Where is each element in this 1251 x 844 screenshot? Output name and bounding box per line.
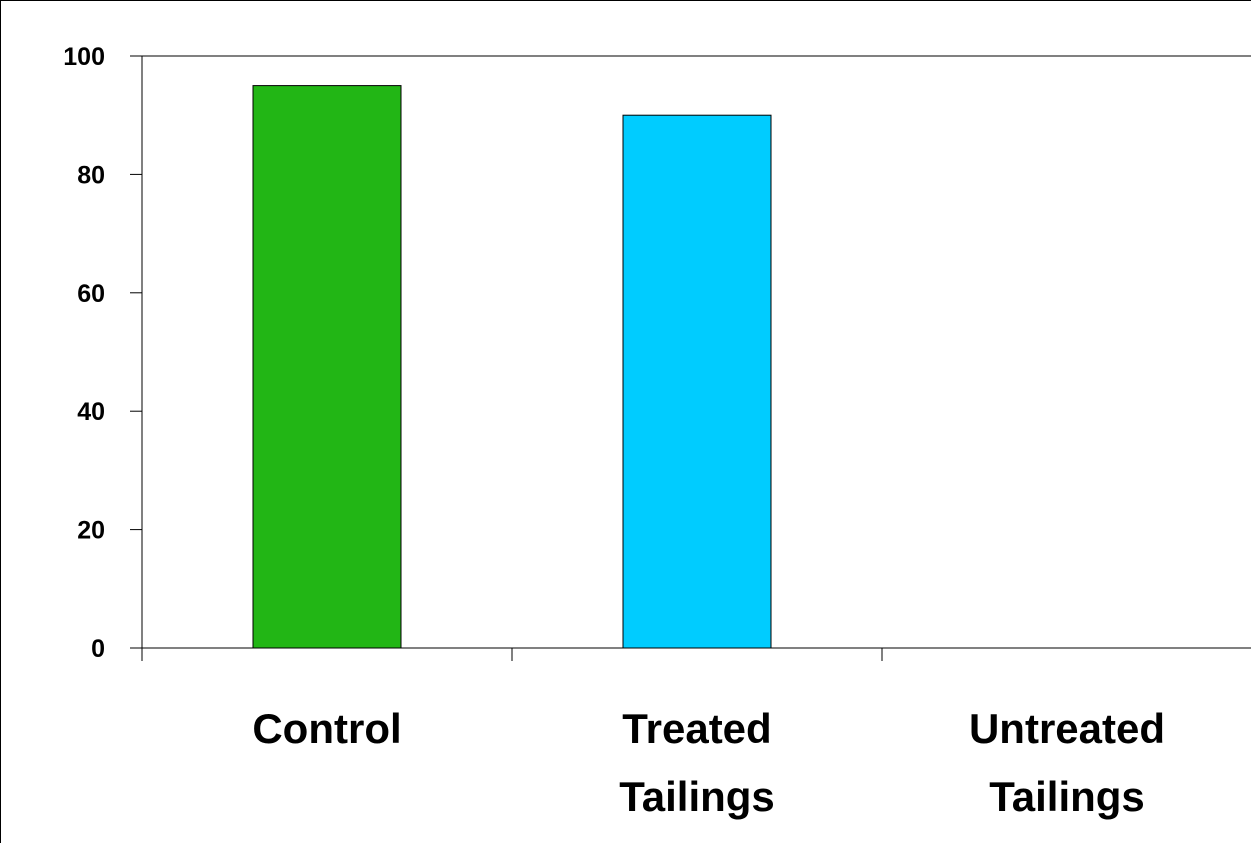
y-tick-label: 60 — [77, 280, 105, 308]
category-label: Treated Tailings — [619, 705, 775, 820]
y-tick-label: 0 — [91, 635, 105, 663]
x-axis: Control Treated Tailings Untreated Tailings — [141, 647, 1251, 820]
y-axis: 0 20 40 60 80 100 — [63, 43, 143, 663]
y-tick-label: 100 — [63, 43, 105, 71]
bars — [252, 85, 772, 649]
bar — [622, 114, 772, 649]
category-label-line: Tailings — [989, 773, 1145, 820]
category-label-line: Control — [252, 705, 401, 752]
category-label-line: Tailings — [619, 773, 775, 820]
y-tick-label: 80 — [77, 161, 105, 189]
y-tick-label: 20 — [77, 517, 105, 545]
bar — [252, 85, 402, 649]
category-label: Control — [252, 705, 401, 752]
y-tick-label: 40 — [77, 398, 105, 426]
category-label-line: Untreated — [969, 705, 1165, 752]
category-label: Untreated Tailings — [969, 705, 1165, 820]
category-label-line: Treated — [622, 705, 771, 752]
